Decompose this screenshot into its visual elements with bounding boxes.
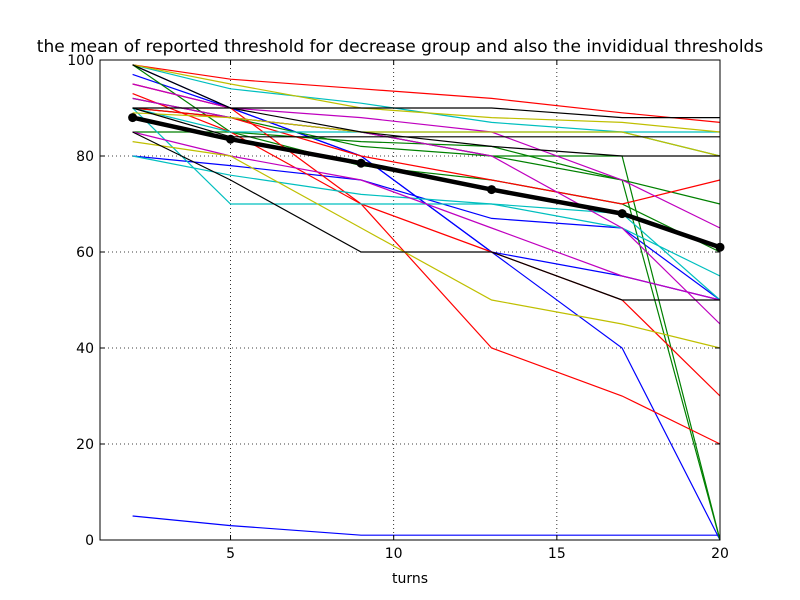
axis-ticks: 5 10 15 20 0 20 40 60 80 100 [67, 53, 729, 562]
series-line-17 [132, 83, 721, 229]
series-line-23 [132, 107, 720, 119]
series-line-18 [132, 97, 721, 325]
mean-point [128, 113, 138, 123]
mean-series [128, 113, 725, 252]
x-tick-label: 10 [385, 546, 403, 562]
series-line-12 [132, 107, 721, 205]
mean-point [487, 185, 497, 195]
y-tick-label: 40 [76, 341, 94, 357]
series-line-7 [132, 64, 721, 253]
series-line-26 [132, 107, 720, 138]
x-tick-label: 5 [226, 546, 235, 562]
series-line-24 [132, 64, 720, 157]
series-line-19 [132, 131, 721, 301]
plot-area [100, 60, 720, 540]
series-line-11 [132, 93, 721, 397]
series-line-22 [132, 64, 721, 133]
y-tick-label: 60 [76, 245, 94, 261]
x-tick-label: 15 [548, 546, 566, 562]
y-tick-label: 20 [76, 437, 94, 453]
y-tick-label: 100 [67, 53, 94, 69]
y-tick-label: 0 [85, 533, 94, 549]
mean-point [617, 209, 627, 219]
chart-title: the mean of reported threshold for decre… [37, 37, 764, 57]
x-tick-label: 20 [711, 546, 729, 562]
series-line-9 [132, 64, 721, 123]
series-line-21 [132, 112, 721, 157]
mean-point [226, 134, 236, 144]
mean-line [132, 115, 721, 250]
series-line-20 [132, 141, 721, 349]
mean-point [356, 158, 366, 168]
plot-frame [99, 59, 721, 541]
series-lines [132, 64, 721, 541]
series-line-25 [132, 131, 720, 301]
y-tick-label: 80 [76, 149, 94, 165]
x-axis-label: turns [392, 571, 428, 587]
series-line-1 [132, 515, 720, 536]
